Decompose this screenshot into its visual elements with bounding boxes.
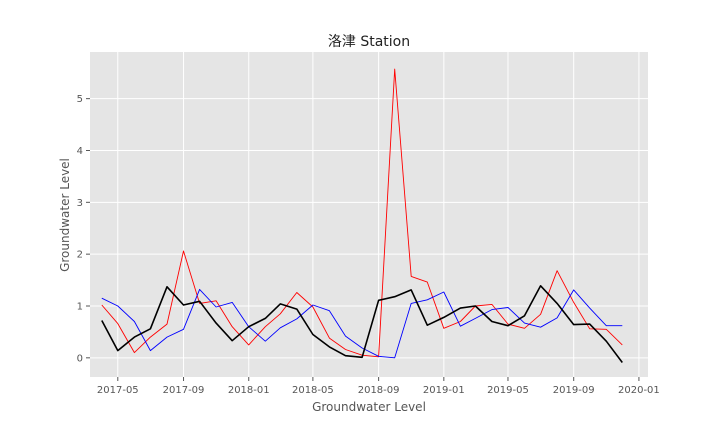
series-line-2 [101,288,623,359]
y-axis-label: Groundwater Level [58,158,72,272]
y-axis-ticks: 0 1 2 3 4 5 [77,94,90,364]
series-line-3 [101,284,623,363]
x-tick-label: 2017-09 [163,385,205,396]
series-lines [101,68,623,363]
y-tick-label: 3 [77,198,83,209]
plot-area [90,52,648,377]
y-tick-label: 4 [77,146,83,157]
x-axis-ticks: 2017-05 2017-09 2018-01 2018-05 2018-09 2019-… [97,377,660,396]
y-tick-label: 1 [77,301,83,312]
x-tick-label: 2019-09 [553,385,595,396]
y-tick-label: 0 [77,353,83,364]
x-tick-label: 2019-01 [423,385,465,396]
y-tick-label: 2 [77,250,83,261]
x-tick-label: 2018-05 [292,385,334,396]
x-tick-label: 2020-01 [618,385,660,396]
y-tick-label: 5 [77,94,83,105]
x-axis-label: Groundwater Level [312,400,426,414]
x-tick-label: 2018-09 [358,385,400,396]
x-tick-label: 2018-01 [228,385,270,396]
chart-title: 洛津 Station [328,34,410,50]
x-tick-label: 2019-05 [487,385,529,396]
x-tick-label: 2017-05 [97,385,139,396]
